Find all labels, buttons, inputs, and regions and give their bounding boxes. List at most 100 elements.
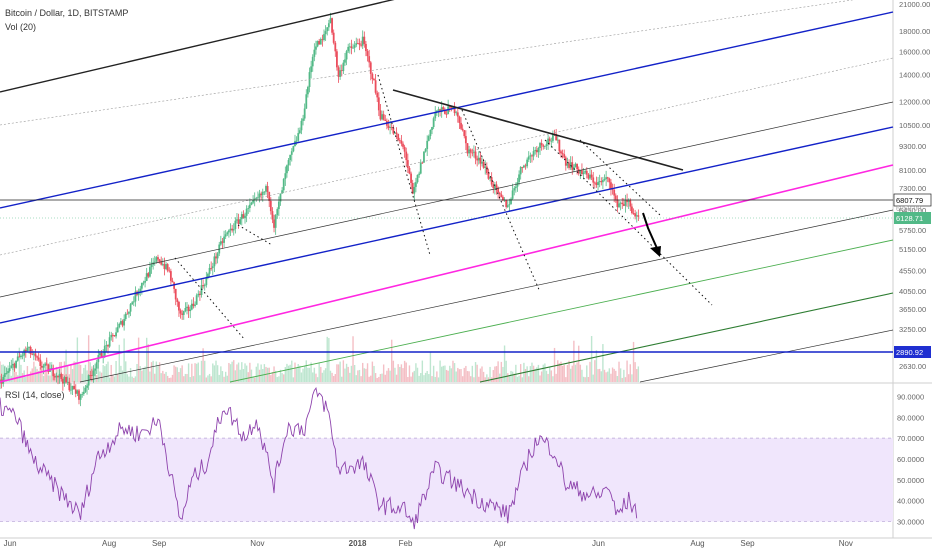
- candle-body: [277, 201, 280, 210]
- candle-body: [81, 393, 84, 395]
- volume-bar: [602, 344, 604, 382]
- volume-bar: [619, 368, 622, 382]
- candle-body: [505, 199, 508, 207]
- time-axis-label: Nov: [250, 539, 264, 548]
- candle-body: [400, 140, 403, 144]
- volume-bar: [370, 375, 372, 382]
- candle-body: [216, 253, 219, 259]
- volume-bar: [494, 366, 496, 382]
- candle-body: [194, 304, 196, 306]
- candle-body: [273, 219, 275, 228]
- volume-bar: [626, 360, 628, 382]
- volume-bar: [592, 374, 594, 382]
- volume-bar: [536, 367, 538, 382]
- candle-body: [255, 197, 258, 199]
- volume-bar: [431, 376, 433, 382]
- candle-body: [410, 173, 412, 183]
- candle-body: [198, 293, 201, 295]
- volume-bar: [218, 374, 220, 382]
- volume-bar: [500, 361, 503, 382]
- volume-bar: [133, 377, 135, 382]
- time-axis-label: Apr: [494, 539, 507, 548]
- candle-body: [485, 166, 488, 174]
- candle-body: [89, 375, 92, 376]
- volume-bar: [79, 364, 82, 382]
- volume-bar: [521, 377, 523, 382]
- volume-bar: [136, 364, 138, 382]
- candle-body: [395, 132, 398, 134]
- volume-bar: [121, 370, 124, 382]
- candle-body: [431, 127, 433, 130]
- volume-bar: [418, 375, 420, 382]
- volume-bar: [57, 369, 59, 382]
- volume-bar: [407, 377, 409, 382]
- volume-bar: [299, 365, 301, 382]
- candle-body: [585, 170, 588, 175]
- volume-bar: [560, 361, 562, 382]
- candle-body: [564, 157, 567, 166]
- volume-bar: [582, 376, 585, 382]
- candle-body: [490, 177, 493, 185]
- volume-bar: [450, 368, 453, 382]
- candle-body: [471, 152, 474, 154]
- candle-body: [392, 127, 395, 134]
- candle-body: [587, 174, 590, 179]
- candle-body: [118, 323, 121, 328]
- volume-bar: [468, 371, 470, 382]
- candle-body: [519, 167, 522, 175]
- candle-body: [289, 154, 292, 161]
- volume-bar: [289, 364, 291, 382]
- volume-bar: [200, 360, 203, 382]
- candle-body: [121, 321, 124, 326]
- rsi-band: [0, 438, 893, 522]
- volume-bar: [44, 370, 46, 382]
- candle-body: [482, 161, 485, 168]
- candle-body: [313, 49, 316, 57]
- volume-bar: [363, 368, 366, 382]
- time-axis-label: Aug: [690, 539, 704, 548]
- volume-bar: [574, 364, 577, 382]
- volume-bar: [215, 360, 217, 382]
- candle-body: [619, 202, 622, 204]
- price-axis-tick-label: 21000.00: [899, 0, 930, 9]
- volume-bar: [339, 361, 341, 382]
- candle-body: [413, 186, 416, 194]
- volume-bar: [279, 369, 282, 382]
- volume-bar: [315, 373, 317, 382]
- volume-bar: [508, 375, 511, 382]
- candle-body: [100, 353, 103, 358]
- volume-bar: [424, 372, 427, 382]
- volume-bar: [360, 376, 362, 382]
- candle-body: [622, 204, 625, 206]
- candle-body: [105, 345, 108, 346]
- candle-body: [634, 213, 637, 217]
- last-price-badge: 6128.71: [896, 214, 923, 223]
- volume-bar: [632, 341, 635, 382]
- volume-bar: [28, 375, 30, 382]
- candle-body: [8, 368, 11, 371]
- candle-body: [579, 170, 582, 174]
- candle-body: [58, 373, 61, 378]
- candle-body: [50, 368, 53, 369]
- volume-bar: [75, 361, 77, 382]
- volume-bar: [366, 363, 369, 382]
- volume-bar: [637, 366, 640, 382]
- volume-bar: [545, 370, 548, 382]
- volume-bar: [165, 371, 167, 382]
- volume-bar: [568, 360, 570, 382]
- volume-bar: [168, 377, 170, 382]
- volume-bar: [113, 376, 116, 382]
- volume-bar: [589, 361, 591, 382]
- candle-body: [415, 182, 417, 187]
- candle-body: [45, 363, 48, 365]
- candle-body: [555, 133, 558, 141]
- volume-bar: [283, 374, 285, 382]
- volume-bar: [239, 369, 241, 382]
- rsi-axis-tick-label: 60.0000: [897, 455, 924, 464]
- candle-body: [3, 373, 6, 377]
- candle-body: [406, 160, 409, 169]
- volume-bar: [553, 347, 556, 382]
- candle-body: [616, 199, 619, 208]
- candle-body: [221, 241, 224, 243]
